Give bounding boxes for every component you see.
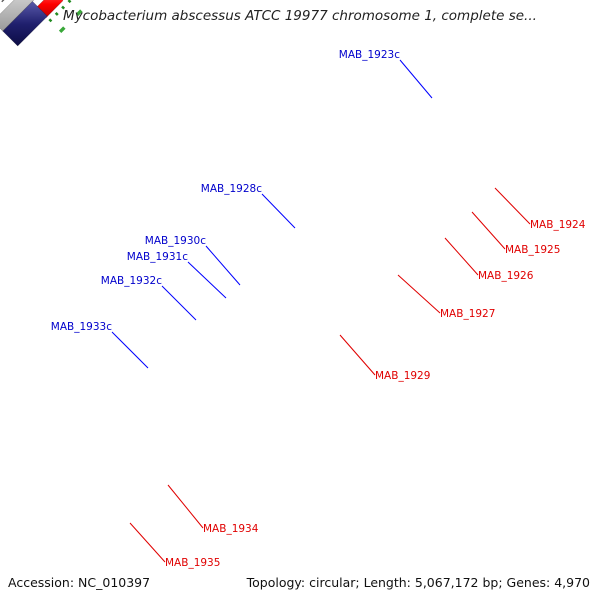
- accession-value: NC_010397: [78, 575, 151, 590]
- label-MAB_1931c[interactable]: MAB_1931c: [127, 251, 188, 263]
- label-MAB_1926[interactable]: MAB_1926: [478, 270, 534, 282]
- label-MAB_1928c[interactable]: MAB_1928c: [201, 183, 262, 195]
- leader-MAB_1933c: [111, 331, 149, 369]
- feature-navy-2[interactable]: [2, 0, 48, 47]
- leader-MAB_1932c: [161, 285, 197, 321]
- accession-label: Accession:: [8, 575, 75, 590]
- label-MAB_1923c[interactable]: MAB_1923c: [339, 49, 400, 61]
- leader-MAB_1927: [397, 274, 441, 314]
- leader-MAB_1924: [494, 187, 531, 225]
- accession-info: Accession: NC_010397: [8, 575, 150, 590]
- leader-MAB_1928c: [261, 193, 296, 229]
- feature-grey-1[interactable]: [0, 0, 55, 32]
- leader-MAB_1934: [167, 484, 204, 529]
- leader-MAB_1925: [471, 211, 506, 250]
- map-title: Mycobacterium abscessus ATCC 19977 chrom…: [63, 8, 537, 24]
- leader-MAB_1923c: [399, 59, 433, 99]
- leader-MAB_1931c: [187, 261, 227, 299]
- label-MAB_1924[interactable]: MAB_1924: [530, 219, 586, 231]
- leader-MAB_1935: [129, 522, 166, 563]
- label-MAB_1933c[interactable]: MAB_1933c: [51, 321, 112, 333]
- label-MAB_1929[interactable]: MAB_1929: [375, 370, 430, 382]
- label-MAB_1927[interactable]: MAB_1927: [440, 308, 495, 320]
- leader-MAB_1930c: [205, 245, 241, 286]
- label-MAB_1932c[interactable]: MAB_1932c: [101, 275, 162, 287]
- leader-MAB_1926: [444, 237, 479, 276]
- feature-grey-1-shape[interactable]: [0, 0, 55, 32]
- backbone-line-inner: [1, 0, 5, 3]
- leader-MAB_1929: [339, 334, 376, 376]
- topology-info: Topology: circular; Length: 5,067,172 bp…: [246, 575, 590, 590]
- feature-navy-2-shape[interactable]: [2, 0, 48, 47]
- label-MAB_1935[interactable]: MAB_1935: [165, 557, 220, 569]
- label-MAB_1930c[interactable]: MAB_1930c: [145, 235, 206, 247]
- label-MAB_1925[interactable]: MAB_1925: [505, 244, 560, 256]
- label-MAB_1934[interactable]: MAB_1934: [203, 523, 259, 535]
